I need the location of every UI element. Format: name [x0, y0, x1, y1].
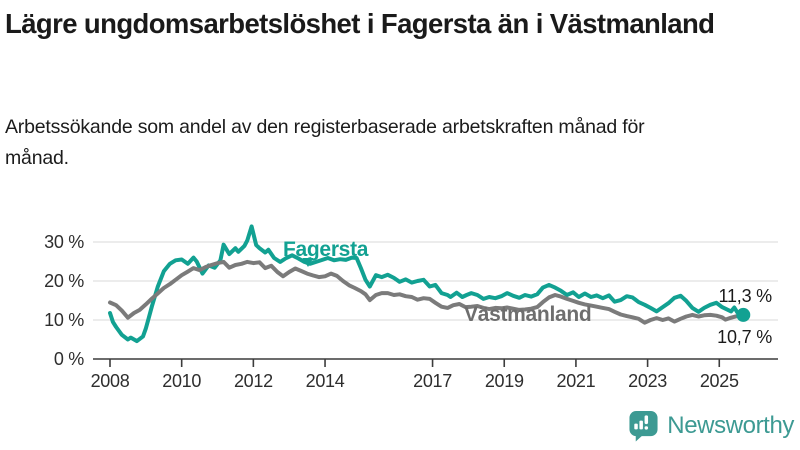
arrow-down-icon — [302, 258, 314, 267]
speech-bubble-tail — [636, 432, 647, 442]
newsworthy-logo-icon — [629, 410, 658, 442]
x-tick-label: 2014 — [306, 371, 345, 391]
y-tick-label: 0 % — [54, 349, 84, 369]
fagersta-line — [108, 224, 746, 344]
end-value-label-vastmanland: 10,7 % — [717, 327, 772, 347]
y-tick-label: 20 % — [44, 271, 84, 291]
x-tick-label: 2010 — [162, 371, 201, 391]
newsworthy-logo[interactable]: Newsworthy — [628, 409, 794, 443]
y-tick-label: 30 % — [44, 232, 84, 252]
y-tick-label: 10 % — [44, 310, 84, 330]
x-tick-label: 2008 — [91, 371, 130, 391]
unemployment-line-chart: 0 % 10 % 20 % 30 % 2008 2010 2012 2014 2017 2019 2… — [44, 224, 778, 391]
x-tick-label: 2012 — [234, 371, 273, 391]
page-title: Lägre ungdomsarbetslöshet i Fagersta än … — [5, 8, 715, 39]
x-tick-label: 2021 — [556, 371, 595, 391]
x-tick-label: 2025 — [700, 371, 739, 391]
exclamation-dot — [644, 426, 649, 430]
bar-icon — [639, 420, 644, 430]
exclamation-icon — [644, 415, 649, 425]
x-tick-label: 2023 — [628, 371, 667, 391]
x-tick-label: 2019 — [485, 371, 524, 391]
page-subtitle: Arbetssökande som andel av den registerb… — [5, 116, 645, 170]
series-label-vastmanland: Västmanland — [464, 303, 591, 326]
chart-labels: Fagersta Västmanland 11,3 % 10,7 % — [283, 238, 772, 347]
series-label-fagersta: Fagersta — [283, 238, 369, 261]
x-tick-label: 2017 — [413, 371, 452, 391]
end-dot — [736, 307, 751, 322]
bar-icon — [634, 423, 639, 430]
vstmanland-line — [108, 259, 746, 325]
newsworthy-wordmark: Newsworthy — [667, 412, 794, 439]
end-value-label-fagersta: 11,3 % — [718, 286, 772, 306]
